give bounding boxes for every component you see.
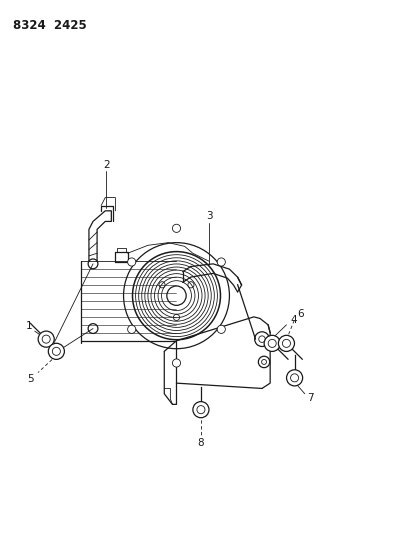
Circle shape bbox=[217, 258, 225, 266]
Circle shape bbox=[48, 343, 64, 359]
Text: 4: 4 bbox=[290, 314, 297, 325]
Circle shape bbox=[38, 331, 54, 347]
Circle shape bbox=[127, 325, 135, 334]
Text: 7: 7 bbox=[307, 393, 313, 403]
Circle shape bbox=[290, 374, 298, 382]
Text: 6: 6 bbox=[297, 309, 303, 319]
Text: 1: 1 bbox=[26, 321, 32, 331]
Text: 8: 8 bbox=[197, 438, 204, 448]
Circle shape bbox=[217, 325, 225, 334]
Circle shape bbox=[42, 335, 50, 343]
Text: 5: 5 bbox=[27, 374, 34, 384]
Circle shape bbox=[267, 340, 276, 348]
Circle shape bbox=[52, 348, 60, 356]
Text: 8324  2425: 8324 2425 bbox=[13, 19, 87, 33]
Circle shape bbox=[282, 340, 290, 348]
Text: 2: 2 bbox=[103, 160, 110, 169]
Circle shape bbox=[172, 359, 180, 367]
Circle shape bbox=[192, 401, 209, 418]
Circle shape bbox=[127, 258, 135, 266]
Text: 3: 3 bbox=[205, 211, 212, 221]
Circle shape bbox=[263, 335, 280, 351]
Circle shape bbox=[278, 335, 294, 351]
Circle shape bbox=[286, 370, 302, 386]
Circle shape bbox=[172, 224, 180, 232]
Circle shape bbox=[196, 406, 204, 414]
